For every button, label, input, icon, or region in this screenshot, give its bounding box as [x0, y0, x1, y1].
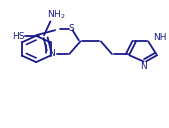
Text: S: S	[69, 24, 75, 33]
Text: N: N	[48, 49, 55, 58]
Text: NH$_2$: NH$_2$	[47, 9, 65, 21]
Text: N: N	[140, 62, 147, 71]
Text: NH: NH	[153, 33, 166, 42]
Text: HS: HS	[12, 32, 24, 41]
